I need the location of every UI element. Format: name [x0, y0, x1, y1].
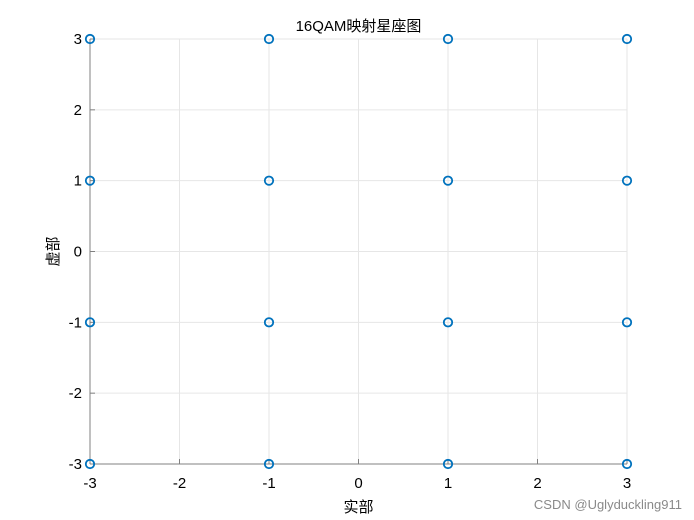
chart-title: 16QAM映射星座图 [296, 18, 422, 35]
y-axis-label: 虚部 [45, 236, 62, 266]
constellation-point [621, 458, 633, 470]
x-axis-label: 实部 [343, 499, 373, 516]
constellation-point [621, 317, 633, 328]
watermark: CSDN @Uglyduckling911 [533, 497, 682, 512]
tick-labels: -3 -2 -1 0 1 2 3 -3 -2 -1 0 1 2 3 [69, 31, 632, 492]
x-tick-label: 1 [444, 475, 452, 492]
constellation-point [263, 175, 275, 186]
constellation-point [263, 317, 275, 328]
grid-lines [89, 38, 628, 465]
constellation-point [442, 175, 454, 186]
y-tick-label: 0 [74, 244, 82, 261]
x-tick-label: 0 [354, 475, 362, 492]
constellation-point [442, 317, 454, 328]
x-tick-label: -2 [173, 475, 186, 492]
x-tick-label: 3 [623, 475, 631, 492]
y-tick-label: 2 [74, 102, 82, 119]
y-tick-label: -3 [69, 456, 82, 473]
constellation-point [84, 175, 96, 186]
x-tick-label: -3 [83, 475, 96, 492]
x-tick-label: 2 [533, 475, 541, 492]
y-tick-label: 1 [74, 173, 82, 190]
x-tick-label: -1 [262, 475, 275, 492]
constellation-point [84, 458, 96, 470]
data-points [84, 33, 633, 470]
constellation-point [84, 317, 96, 328]
y-tick-label: -2 [69, 385, 82, 402]
constellation-point [84, 33, 96, 45]
constellation-point [621, 33, 633, 45]
constellation-point [442, 458, 454, 470]
y-tick-label: 3 [74, 31, 82, 48]
constellation-point [263, 33, 275, 45]
constellation-point [621, 175, 633, 186]
constellation-point [442, 33, 454, 45]
y-tick-label: -1 [69, 314, 82, 331]
constellation-point [263, 458, 275, 470]
